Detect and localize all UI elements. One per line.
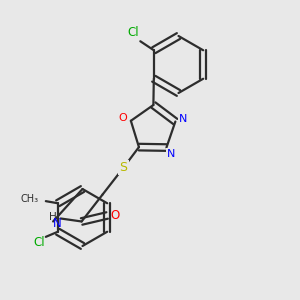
Text: N: N — [179, 114, 188, 124]
Text: N: N — [167, 149, 176, 159]
Text: H: H — [49, 212, 57, 222]
Text: O: O — [110, 209, 119, 222]
Text: O: O — [118, 113, 127, 123]
Text: S: S — [120, 161, 128, 174]
Text: Cl: Cl — [128, 26, 139, 39]
Text: Cl: Cl — [33, 236, 45, 249]
Text: N: N — [53, 218, 62, 230]
Text: CH₃: CH₃ — [21, 194, 39, 204]
